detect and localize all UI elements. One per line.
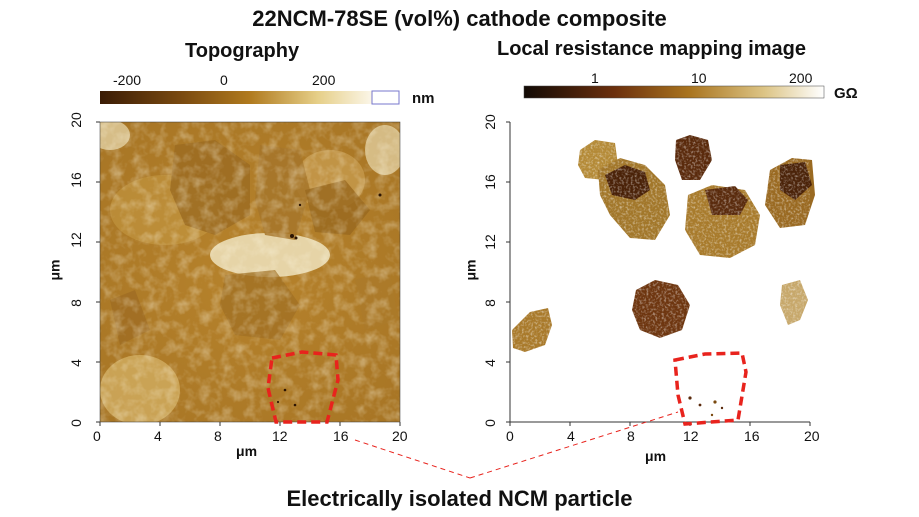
left-x-tick: 12 xyxy=(272,428,288,444)
left-colorbar-tick: 0 xyxy=(220,72,228,88)
left-colorbar-unit: nm xyxy=(412,90,435,107)
right-colorbar-tick: 200 xyxy=(789,70,813,86)
left-x-tick: 16 xyxy=(333,428,349,444)
topography-colorbar xyxy=(100,91,372,104)
right-colorbar-tick: 1 xyxy=(591,70,599,86)
left-x-tick: 8 xyxy=(214,428,222,444)
right-x-axis-label: μm xyxy=(645,448,667,464)
right-colorbar-unit: GΩ xyxy=(834,85,858,102)
resistance-colorbar xyxy=(523,85,825,99)
left-colorbar-tick: 200 xyxy=(312,72,336,88)
isolated-particle-outline-right xyxy=(673,351,748,426)
connector-line-left xyxy=(354,439,471,479)
figure-caption: Electrically isolated NCM particle xyxy=(286,486,633,511)
left-x-axis-label: μm xyxy=(236,443,258,459)
topography-image xyxy=(100,122,400,422)
resistance-map xyxy=(510,122,815,422)
topography-colorbar-end xyxy=(371,90,400,105)
right-x-tick: 12 xyxy=(683,428,699,444)
left-x-tick: 20 xyxy=(392,428,408,444)
left-panel-title: Topography xyxy=(185,40,300,62)
right-x-tick: 20 xyxy=(804,428,820,444)
right-panel-title: Local resistance mapping image xyxy=(497,38,806,60)
figure-title: 22NCM-78SE (vol%) cathode composite xyxy=(252,6,667,31)
left-x-tick: 0 xyxy=(93,428,101,444)
connector-line-right xyxy=(469,411,679,479)
right-colorbar-tick: 10 xyxy=(691,70,707,86)
right-x-tick: 8 xyxy=(627,428,635,444)
right-x-tick: 0 xyxy=(506,428,514,444)
left-colorbar-tick: -200 xyxy=(113,72,142,88)
left-x-tick: 4 xyxy=(154,428,162,444)
right-x-tick: 16 xyxy=(744,428,760,444)
right-x-tick: 4 xyxy=(567,428,575,444)
isolated-particle-outline-left xyxy=(266,350,340,424)
